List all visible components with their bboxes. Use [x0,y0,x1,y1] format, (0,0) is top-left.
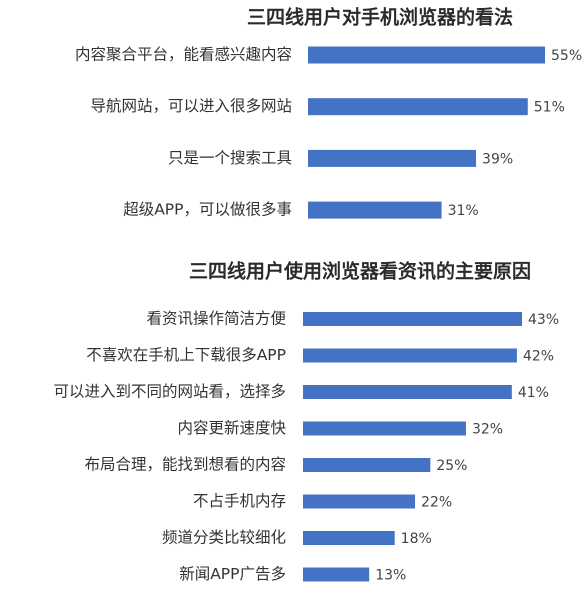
chart-title: 三四线用户对手机浏览器的看法 [247,6,513,29]
bar [303,385,512,399]
chart-title: 三四线用户使用浏览器看资讯的主要原因 [189,260,531,283]
bar [303,458,431,472]
bar [308,46,545,64]
bar [303,421,466,436]
category-label: 导航网站，可以进入很多网站 [90,97,292,115]
bar [308,201,442,219]
value-label: 32% [472,422,503,438]
category-label: 频道分类比较细化 [162,529,286,547]
category-label: 内容聚合平台，能看感兴趣内容 [75,46,292,64]
bar [303,531,395,545]
value-label: 39% [482,151,513,167]
value-label: 18% [401,531,432,547]
category-label: 布局合理，能找到想看的内容 [84,456,286,474]
value-label: 55% [551,48,582,64]
category-label: 新闻APP广告多 [179,565,286,583]
bar [308,149,477,167]
bar [303,312,522,326]
category-label: 内容更新速度快 [177,419,286,437]
value-label: 41% [518,385,549,401]
value-label: 22% [421,495,452,511]
category-label: 不喜欢在手机上下载很多APP [86,346,286,364]
category-label: 可以进入到不同的网站看，选择多 [53,383,286,401]
category-label: 看资讯操作简洁方便 [146,310,286,328]
bar [303,567,370,582]
value-label: 25% [436,458,467,474]
value-label: 51% [534,100,565,116]
value-label: 42% [523,349,554,365]
category-label: 超级APP，可以做很多事 [123,201,292,219]
bar [303,494,416,509]
value-label: 43% [528,312,559,328]
category-label: 只是一个搜索工具 [168,149,292,167]
category-label: 不占手机内存 [193,492,286,510]
bar [308,98,528,116]
value-label: 31% [448,203,479,219]
value-label: 13% [375,568,406,584]
bar [303,348,517,363]
